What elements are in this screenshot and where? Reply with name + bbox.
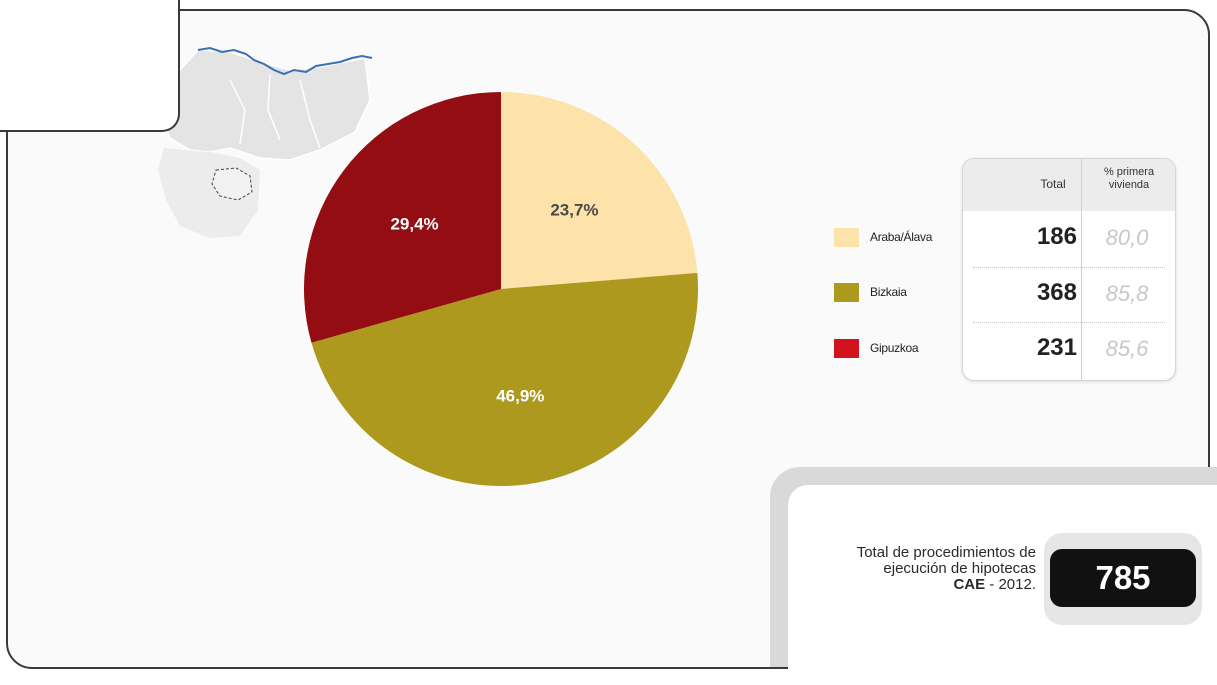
slice-label-bizkaia: 46,9% (496, 387, 544, 406)
caption-region: CAE (953, 576, 986, 593)
cell-pct-araba: 80,0 (1105, 225, 1149, 250)
slice-label-gipuzkoa: 29,4% (390, 215, 438, 234)
total-caption: Total de procedimientos de ejecución de … (800, 545, 1036, 593)
pie-chart: 23,7% 46,9% 29,4% (304, 92, 699, 487)
pie-slice-araba (501, 92, 698, 289)
caption-line2: ejecución de hipotecas (883, 560, 1036, 577)
cell-pct-gipuzkoa: 85,6 (1105, 336, 1149, 361)
column-divider (1081, 159, 1082, 380)
legend-label-araba: Araba/Álava (870, 230, 933, 244)
cell-total-bizkaia: 368 (1036, 279, 1077, 306)
total-value-badge: 785 (1050, 549, 1196, 607)
legend-item-bizkaia: Bizkaia (834, 281, 907, 303)
table-header (963, 159, 1175, 211)
slice-label-araba: 23,7% (550, 200, 598, 219)
region-map (158, 46, 373, 238)
corner-panel (0, 0, 180, 132)
data-table: Total % primera vivienda 186 80,0 368 85… (962, 158, 1176, 381)
map-coastline (197, 46, 373, 76)
cell-total-gipuzkoa: 231 (1036, 334, 1077, 361)
caption-line3: CAE - 2012. (800, 577, 1036, 593)
header-pct-primera-vivienda: % primera vivienda (1085, 166, 1173, 192)
header-total: Total (1040, 177, 1066, 191)
cell-pct-bizkaia: 85,8 (1105, 281, 1149, 306)
row-divider (973, 322, 1165, 323)
pie-slice-gipuzkoa (304, 92, 501, 343)
pie-slice-bizkaia (311, 272, 699, 487)
map-border (229, 73, 321, 149)
cell-total-araba: 186 (1036, 223, 1077, 250)
map-enclave (211, 167, 253, 201)
header-pct-line1: % primera (1103, 166, 1155, 178)
legend-item-gipuzkoa: Gipuzkoa (834, 337, 919, 359)
total-panel: Total de procedimientos de ejecución de … (770, 467, 1217, 685)
legend-swatch-araba (834, 227, 859, 247)
legend-swatch-bizkaia (834, 282, 859, 302)
caption-line1: Total de procedimientos de (856, 544, 1036, 561)
header-pct-line2: vivienda (1108, 179, 1150, 191)
caption-year: - 2012. (985, 576, 1036, 593)
row-divider (973, 267, 1165, 268)
legend-label-bizkaia: Bizkaia (870, 285, 907, 299)
legend-item-araba: Araba/Álava (834, 226, 932, 248)
legend-label-gipuzkoa: Gipuzkoa (870, 341, 919, 355)
total-panel-inner: Total de procedimientos de ejecución de … (788, 485, 1217, 685)
legend-swatch-gipuzkoa (834, 338, 859, 358)
